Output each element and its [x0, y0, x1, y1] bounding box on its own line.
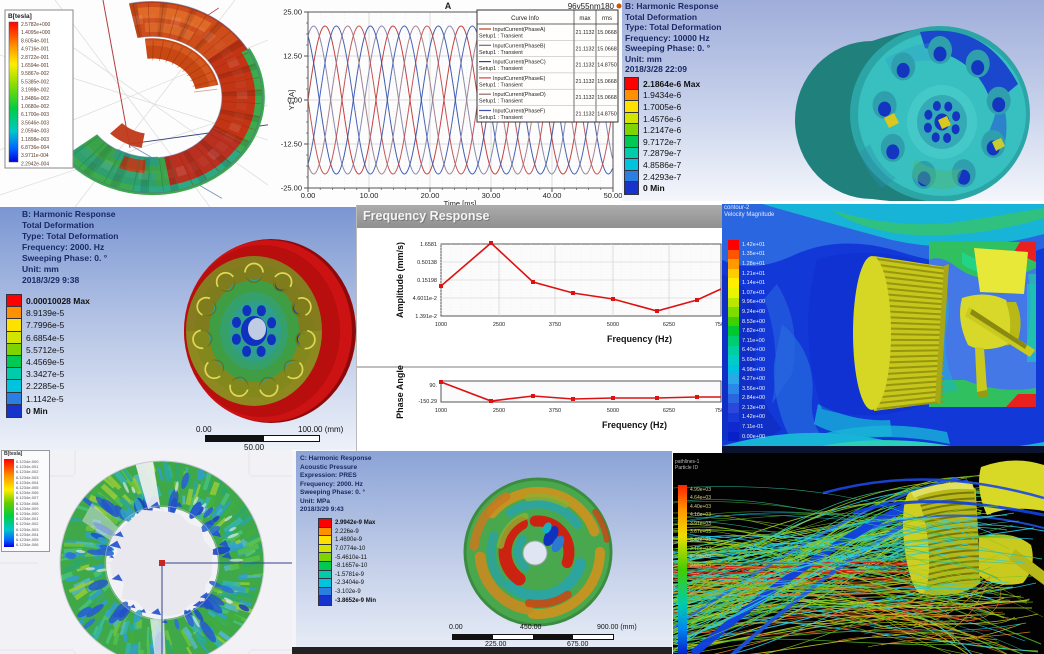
svg-text:1.0680e-002: 1.0680e-002 — [21, 104, 49, 110]
svg-text:Y1 [A]: Y1 [A] — [287, 90, 296, 110]
svg-text:Frequency (Hz): Frequency (Hz) — [602, 420, 667, 430]
svg-text:6250: 6250 — [663, 408, 675, 414]
svg-text:40.00: 40.00 — [543, 191, 562, 200]
svg-text:21.1132: 21.1132 — [575, 95, 594, 101]
svg-text:InputCurrent(PhaseD): InputCurrent(PhaseD) — [493, 92, 546, 98]
svg-text:90.: 90. — [429, 383, 437, 389]
svg-text:21.1132: 21.1132 — [575, 30, 594, 36]
svg-text:-150.29: -150.29 — [418, 399, 437, 405]
svg-text:-25.00: -25.00 — [281, 184, 302, 193]
svg-text:0.00: 0.00 — [301, 191, 316, 200]
svg-text:1.1898e-003: 1.1898e-003 — [21, 137, 49, 143]
svg-text:14.8750: 14.8750 — [597, 112, 617, 118]
svg-text:2500: 2500 — [493, 408, 505, 414]
svg-text:1.6594e-001: 1.6594e-001 — [21, 63, 49, 69]
svg-text:Curve Info: Curve Info — [511, 16, 539, 22]
svg-text:5000: 5000 — [607, 322, 619, 328]
svg-text:InputCurrent(PhaseE): InputCurrent(PhaseE) — [493, 76, 546, 82]
svg-text:InputCurrent(PhaseB): InputCurrent(PhaseB) — [493, 43, 546, 49]
svg-text:0.15198: 0.15198 — [417, 278, 437, 284]
svg-text:6.1700e-003: 6.1700e-003 — [21, 112, 49, 118]
svg-text:21.1132: 21.1132 — [575, 46, 594, 52]
svg-text:9.5867e-002: 9.5867e-002 — [21, 71, 49, 77]
svg-text:2.2942e-004: 2.2942e-004 — [21, 161, 49, 167]
svg-text:3.1998e-002: 3.1998e-002 — [21, 88, 49, 94]
svg-text:A: A — [445, 1, 452, 11]
svg-text:15.0668: 15.0668 — [597, 30, 617, 36]
svg-text:30.00: 30.00 — [482, 191, 501, 200]
svg-text:21.1132: 21.1132 — [575, 112, 594, 118]
svg-text:15.0668: 15.0668 — [597, 46, 617, 52]
svg-text:2.8722e-001: 2.8722e-001 — [21, 55, 49, 61]
svg-text:InputCurrent(PhaseC): InputCurrent(PhaseC) — [493, 60, 546, 66]
svg-text:Setup1 : Transient: Setup1 : Transient — [479, 82, 523, 88]
svg-text:14.8750: 14.8750 — [597, 63, 617, 69]
svg-text:Setup1 : Transient: Setup1 : Transient — [479, 66, 523, 72]
svg-text:15.0668: 15.0668 — [597, 79, 617, 85]
svg-text:Frequency (Hz): Frequency (Hz) — [607, 334, 672, 344]
svg-text:1.4095e+000: 1.4095e+000 — [21, 30, 51, 36]
svg-text:1.391e-2: 1.391e-2 — [415, 314, 437, 320]
svg-text:12.50: 12.50 — [283, 52, 302, 61]
svg-text:50.00: 50.00 — [604, 191, 622, 200]
svg-text:Phase Angle: Phase Angle — [395, 365, 405, 419]
svg-text:2500: 2500 — [493, 322, 505, 328]
svg-text:6250: 6250 — [663, 322, 675, 328]
svg-text:1.8486e-002: 1.8486e-002 — [21, 96, 49, 102]
svg-text:-12.50: -12.50 — [281, 140, 302, 149]
svg-text:3.9711e-004: 3.9711e-004 — [21, 153, 49, 159]
svg-text:20.00: 20.00 — [421, 191, 440, 200]
svg-text:3750: 3750 — [549, 322, 561, 328]
svg-text:InputCurrent(PhaseA): InputCurrent(PhaseA) — [493, 27, 546, 33]
svg-text:B[tesla]: B[tesla] — [8, 13, 32, 20]
svg-text:5000: 5000 — [607, 408, 619, 414]
svg-text:Setup1 : Transient: Setup1 : Transient — [479, 50, 523, 56]
svg-text:5.5385e-002: 5.5385e-002 — [21, 79, 49, 85]
svg-text:Setup1 : Transient: Setup1 : Transient — [479, 99, 523, 105]
svg-text:8.6054e-001: 8.6054e-001 — [21, 38, 49, 44]
svg-text:4.9716e-001: 4.9716e-001 — [21, 47, 49, 53]
svg-text:15.0668: 15.0668 — [597, 95, 617, 101]
svg-text:Time [ms]: Time [ms] — [444, 199, 477, 207]
svg-text:3.5646e-003: 3.5646e-003 — [21, 120, 49, 126]
svg-text:max: max — [579, 16, 590, 22]
svg-text:Amplitude (mm/s): Amplitude (mm/s) — [395, 242, 405, 318]
svg-text:7500: 7500 — [715, 322, 723, 328]
svg-text:2.5782e+000: 2.5782e+000 — [21, 22, 51, 28]
svg-text:1.6581: 1.6581 — [420, 242, 437, 248]
svg-text:3750: 3750 — [549, 408, 561, 414]
svg-text:0.50138: 0.50138 — [417, 260, 437, 266]
svg-text:1000: 1000 — [435, 322, 447, 328]
svg-text:Setup1 : Transient: Setup1 : Transient — [479, 115, 523, 121]
svg-text:21.1132: 21.1132 — [575, 79, 594, 85]
svg-text:7500: 7500 — [715, 408, 723, 414]
svg-text:Setup1 : Transient: Setup1 : Transient — [479, 34, 523, 40]
svg-text:96v55nm180: 96v55nm180 — [568, 2, 615, 11]
svg-text:0.00: 0.00 — [287, 96, 302, 105]
svg-text:InputCurrent(PhaseF): InputCurrent(PhaseF) — [493, 109, 545, 115]
svg-text:6.8736e-004: 6.8736e-004 — [21, 145, 49, 151]
svg-text:4.6011e-2: 4.6011e-2 — [413, 296, 437, 302]
svg-text:25.00: 25.00 — [283, 8, 302, 17]
svg-text:1000: 1000 — [435, 408, 447, 414]
svg-text:10.00: 10.00 — [360, 191, 379, 200]
svg-text:rms: rms — [602, 16, 612, 22]
svg-text:2.0594e-003: 2.0594e-003 — [21, 129, 49, 135]
svg-text:21.1132: 21.1132 — [575, 63, 594, 69]
